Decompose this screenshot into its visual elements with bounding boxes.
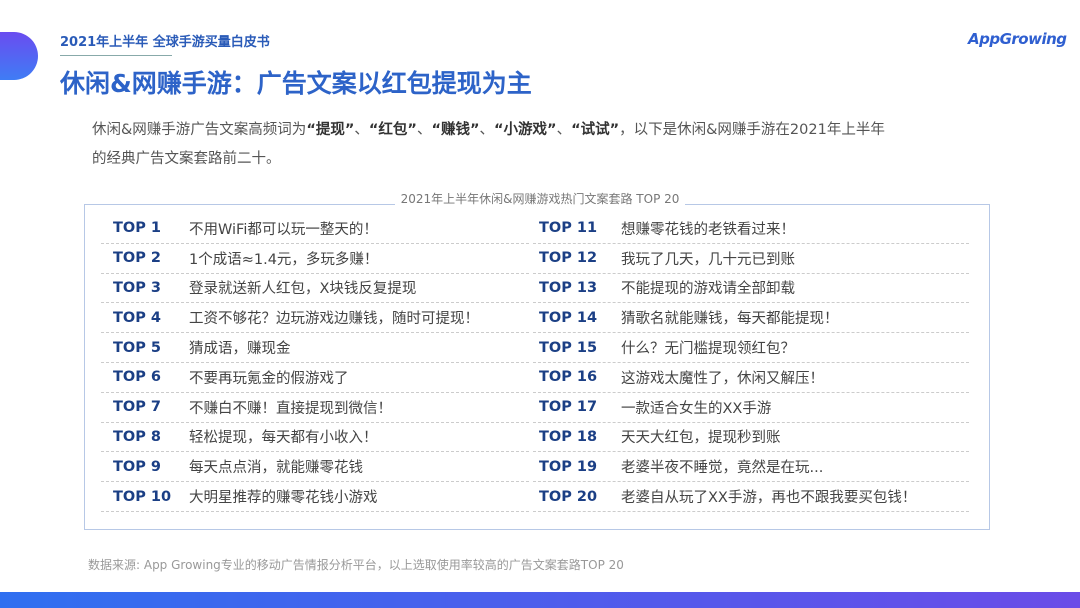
ad-copy-text: 登录就送新人红包，X块钱反复提现: [189, 281, 417, 298]
rank-label: TOP 5: [113, 339, 161, 356]
intro-paragraph: 休闲&网赚手游广告文案高频词为“提现”、“红包”、“赚钱”、“小游戏”、“试试”…: [92, 116, 997, 174]
ad-copy-text: 猜歌名就能赚钱，每天都能提现！: [621, 311, 839, 328]
table-row: TOP 1 不用WiFi都可以玩一整天的！: [101, 214, 529, 244]
table-row: TOP 18 天天大红包，提现秒到账: [533, 423, 969, 453]
rank-label: TOP 18: [539, 428, 598, 445]
sep: 、: [556, 122, 572, 138]
ad-copy-text: 不用WiFi都可以玩一整天的！: [189, 221, 378, 238]
rank-label: TOP 1: [113, 220, 161, 237]
table-row: TOP 14 猜歌名就能赚钱，每天都能提现！: [533, 303, 969, 334]
ad-copy-text: 老婆半夜不睡觉，竟然是在玩...: [621, 460, 824, 477]
ad-copy-text: 轻松提现，每天都有小收入！: [189, 430, 378, 447]
table-row: TOP 5 猜成语，赚现金: [101, 333, 529, 363]
header-divider: [60, 55, 172, 56]
table-row: TOP 10 大明星推荐的赚零花钱小游戏: [101, 482, 529, 512]
appgrowing-logo: AppGrowing: [968, 30, 1067, 48]
table-row: TOP 6 不要再玩氪金的假游戏了: [101, 363, 529, 393]
table-row: TOP 3 登录就送新人红包，X块钱反复提现: [101, 274, 529, 304]
ad-copy-text: 想赚零花钱的老铁看过来！: [621, 221, 795, 238]
intro-line2: 的经典广告文案套路前二十。: [92, 151, 281, 167]
caption-text: 2021年上半年休闲&网赚游戏热门文案套路 TOP 20: [394, 192, 686, 206]
ad-copy-text: 大明星推荐的赚零花钱小游戏: [189, 490, 378, 507]
table-row: TOP 7 不赚白不赚！直接提现到微信！: [101, 393, 529, 423]
intro-prefix: 休闲&网赚手游广告文案高频词为: [92, 122, 307, 138]
decorative-accent: [0, 32, 38, 80]
table-row: TOP 15 什么？无门槛提现领红包？: [533, 333, 969, 363]
keyword: “赚钱”: [431, 122, 480, 138]
rank-label: TOP 8: [113, 428, 161, 445]
ad-copy-text: 1个成语≈1.4元，多玩多赚！: [189, 251, 379, 268]
table-row: TOP 2 1个成语≈1.4元，多玩多赚！: [101, 244, 529, 274]
keyword: “提现”: [306, 122, 355, 138]
ad-copy-text: 一款适合女生的XX手游: [621, 400, 772, 417]
table-row: TOP 11 想赚零花钱的老铁看过来！: [533, 214, 969, 244]
ad-copy-text: 老婆自从玩了XX手游，再也不跟我要买包钱！: [621, 490, 917, 507]
sep: 、: [416, 122, 432, 138]
data-source-footnote: 数据来源: App Growing专业的移动广告情报分析平台，以上选取使用率较高…: [88, 558, 624, 572]
rank-label: TOP 17: [539, 399, 598, 416]
rank-label: TOP 15: [539, 339, 598, 356]
table-row: TOP 4 工资不够花？边玩游戏边赚钱，随时可提现！: [101, 303, 529, 334]
rank-label: TOP 13: [539, 279, 598, 296]
rank-label: TOP 10: [113, 488, 172, 505]
rank-label: TOP 7: [113, 399, 161, 416]
ad-copy-text: 工资不够花？边玩游戏边赚钱，随时可提现！: [189, 311, 479, 328]
rank-label: TOP 14: [539, 309, 598, 326]
table-row: TOP 8 轻松提现，每天都有小收入！: [101, 423, 529, 453]
ad-copy-text: 不赚白不赚！直接提现到微信！: [189, 400, 392, 417]
table-row: TOP 20 老婆自从玩了XX手游，再也不跟我要买包钱！: [533, 482, 969, 512]
table-row: TOP 12 我玩了几天，几十元已到账: [533, 244, 969, 274]
keyword: “试试”: [571, 122, 620, 138]
ad-copy-text: 什么？无门槛提现领红包？: [621, 341, 795, 358]
bottom-gradient-bar: [0, 592, 1080, 608]
keyword: “红包”: [368, 122, 417, 138]
rank-label: TOP 9: [113, 458, 161, 475]
rank-label: TOP 3: [113, 279, 161, 296]
rank-label: TOP 20: [539, 488, 598, 505]
rank-label: TOP 11: [539, 220, 598, 237]
rank-label: TOP 6: [113, 369, 161, 386]
rank-label: TOP 16: [539, 369, 598, 386]
ad-copy-text: 天天大红包，提现秒到账: [621, 430, 781, 447]
rank-label: TOP 12: [539, 250, 598, 267]
keyword: “小游戏”: [494, 122, 557, 138]
table-caption: 2021年上半年休闲&网赚游戏热门文案套路 TOP 20: [0, 190, 1080, 207]
ad-copy-text: 我玩了几天，几十元已到账: [621, 251, 795, 268]
table-row: TOP 13 不能提现的游戏请全部卸载: [533, 274, 969, 304]
ad-copy-text: 不要再玩氪金的假游戏了: [189, 370, 349, 387]
rank-label: TOP 19: [539, 458, 598, 475]
ad-copy-text: 不能提现的游戏请全部卸载: [621, 281, 795, 298]
rank-label: TOP 2: [113, 250, 161, 267]
rank-label: TOP 4: [113, 309, 161, 326]
table-row: TOP 17 一款适合女生的XX手游: [533, 393, 969, 423]
intro-suffix: ，以下是休闲&网赚手游在2021年上半年: [619, 122, 885, 138]
ad-copy-text: 每天点点消，就能赚零花钱: [189, 460, 363, 477]
table-row: TOP 9 每天点点消，就能赚零花钱: [101, 452, 529, 483]
sep: 、: [479, 122, 495, 138]
table-row: TOP 19 老婆半夜不睡觉，竟然是在玩...: [533, 452, 969, 483]
ad-copy-text: 猜成语，赚现金: [189, 341, 291, 358]
report-title: 2021年上半年 全球手游买量白皮书: [60, 35, 270, 50]
page-title: 休闲&网赚手游：广告文案以红包提现为主: [60, 69, 532, 98]
top20-table: TOP 1 不用WiFi都可以玩一整天的！ TOP 2 1个成语≈1.4元，多玩多赚！…: [84, 204, 990, 530]
sep: 、: [354, 122, 369, 138]
table-row: TOP 16 这游戏太魔性了，休闲又解压！: [533, 363, 969, 393]
ad-copy-text: 这游戏太魔性了，休闲又解压！: [621, 370, 824, 387]
